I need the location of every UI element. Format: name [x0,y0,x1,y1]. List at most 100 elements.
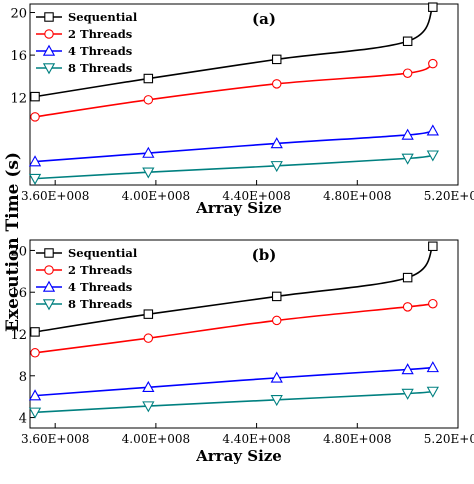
data-point [426,124,439,136]
legend-label: Sequential [68,246,138,260]
legend-label: 2 Threads [68,263,132,277]
legend-marker [42,280,56,292]
data-point [28,407,42,419]
legend-item: 8 Threads [36,61,132,75]
series-4-threads [28,124,439,167]
plot-frame [29,3,459,186]
data-point [142,380,155,393]
y-tick-label: 8 [19,370,27,385]
data-point [428,2,438,12]
data-point [271,315,282,326]
y-tick-label: 12 [10,92,27,107]
data-point [401,153,414,165]
series-line [34,366,433,397]
data-point [142,401,155,413]
data-point [426,150,439,162]
legend-marker [44,12,54,22]
data-point [28,155,42,167]
legend-label: 8 Threads [68,61,132,75]
y-tick-label: 12 [10,328,27,343]
legend-label: 4 Threads [68,44,132,58]
x-tick-label: 5.20E+008 [424,432,474,446]
legend-marker [42,63,56,75]
data-point [143,309,154,319]
data-point [401,128,414,140]
data-point [402,272,413,283]
data-point [142,167,155,179]
data-point [428,298,438,309]
series-line [34,302,433,354]
data-point [30,91,40,102]
legend-marker [44,29,54,39]
legend-item: Sequential [36,246,138,260]
legend-marker [44,265,54,275]
data-point [428,241,438,252]
data-point [270,371,283,383]
x-axis-label: Array Size [195,199,282,217]
legend: Sequential 2 Threads 4 Threads 8 Threads [36,10,138,75]
y-tick-label: 4 [19,412,27,427]
data-point [402,36,413,47]
panel-a: (a) 12 16 20 3.60E+008 4.00E+008 4.40E+008 4.80… [10,2,474,217]
data-point [30,348,40,358]
series-line [34,129,434,163]
series-line [34,390,433,414]
panel-label: (a) [252,10,276,28]
legend: Sequential 2 Threads 4 Threads 8 Threads [36,246,138,311]
data-point [270,395,283,407]
data-point [426,361,439,373]
data-point [428,58,438,69]
data-point [271,291,282,302]
data-point [30,112,40,122]
data-point [402,302,413,312]
data-point [401,388,414,400]
data-point [271,54,282,65]
x-tick-label: 4.00E+008 [122,189,190,203]
series-2-threads [30,58,438,122]
panel-label: (b) [252,246,277,264]
legend-label: 8 Threads [68,297,132,311]
legend-item: 2 Threads [36,27,132,41]
legend-item: 4 Threads [36,280,132,294]
series-sequential [30,2,438,102]
legend-marker [42,299,56,311]
legend-label: 2 Threads [68,27,132,41]
legend-item: 4 Threads [36,44,132,58]
data-point [142,146,155,158]
data-point [401,363,414,375]
series-line [34,154,433,180]
legend-item: 2 Threads [36,263,132,277]
series-8-threads [28,386,439,419]
x-tick-label: 4.00E+008 [122,432,190,446]
x-tick-label: 4.80E+008 [323,189,391,203]
data-point [28,173,42,185]
y-tick-label: 16 [10,49,27,64]
x-tick-label: 4.40E+008 [222,189,290,203]
data-point [270,161,283,173]
legend-item: Sequential [36,10,138,24]
y-tick-label: 16 [10,286,27,301]
data-point [143,333,154,343]
x-tick-label: 4.80E+008 [323,432,391,446]
data-point [143,95,154,105]
data-point [30,327,40,337]
data-point [271,79,282,89]
series-8-threads [28,150,439,185]
data-point [143,73,154,84]
series-2-threads [30,298,438,358]
panel-b: (b) 4 8 12 16 20 3.60E+008 4.00E+008 4.40E+008 4.… [10,239,474,465]
legend-marker [44,248,54,258]
series-4-threads [28,361,439,401]
legend-marker [42,44,56,56]
x-tick-label: 5.20E+008 [424,189,474,203]
x-tick-label: 3.60E+008 [21,189,89,203]
legend-label: Sequential [68,10,138,24]
series-sequential [30,241,438,337]
x-tick-label: 4.40E+008 [222,432,290,446]
y-tick-label: 20 [10,7,27,22]
legend-label: 4 Threads [68,280,132,294]
data-point [426,386,439,398]
x-tick-label: 3.60E+008 [21,432,89,446]
shared-y-axis-label: Execution Time (s) [3,152,23,332]
